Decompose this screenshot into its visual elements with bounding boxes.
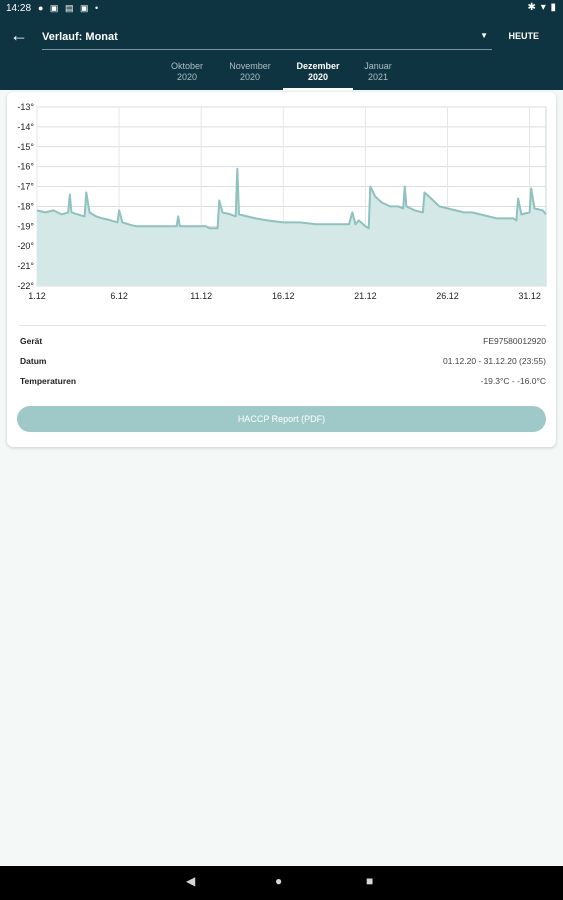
detail-row-device: Gerät FE97580012920 (20, 334, 546, 348)
tab-year: 2021 (367, 72, 389, 82)
tab-januar-2021[interactable]: Januar 2021 (343, 61, 413, 89)
tab-month: Januar (364, 61, 392, 71)
period-selector-label: Verlauf: Monat (42, 31, 118, 43)
y-tick-label: -20° (17, 241, 34, 251)
detail-row-date: Datum 01.12.20 - 31.12.20 (23:55) (20, 354, 546, 368)
system-nav-bar: ◀ ● ■ (0, 866, 563, 900)
detail-key: Datum (20, 356, 47, 366)
notification-icons: ● ▣ ▤ ▣ • (38, 3, 101, 13)
detail-value: 01.12.20 - 31.12.20 (23:55) (442, 356, 546, 366)
x-tick-label: 21.12 (354, 291, 377, 301)
y-tick-label: -15° (17, 142, 34, 152)
tab-year: 2020 (239, 72, 261, 82)
system-status-icons: ✱ ▾ ▮ (527, 2, 557, 13)
detail-key: Gerät (20, 336, 43, 346)
app-bar: ← Verlauf: Monat ▼ HEUTE Oktober 2020 No… (0, 17, 563, 90)
history-card: -13° -14° -15° -16° -17° -18° -19° -20° -21° -22°… (7, 92, 556, 447)
haccp-report-button[interactable]: HACCP Report (PDF) (17, 406, 546, 432)
tab-month: Dezember (296, 61, 340, 71)
y-tick-label: -16° (17, 162, 34, 172)
x-tick-label: 1.12 (28, 291, 46, 301)
x-tick-label: 26.12 (436, 291, 459, 301)
status-bar: 14:28 ● ▣ ▤ ▣ • ✱ ▾ ▮ (0, 0, 563, 17)
period-selector[interactable]: Verlauf: Monat ▼ (42, 27, 492, 50)
tab-oktober-2020[interactable]: Oktober 2020 (152, 61, 222, 89)
y-tick-label: -22° (17, 281, 34, 291)
divider (19, 325, 546, 326)
x-tick-label: 16.12 (272, 291, 295, 301)
detail-row-temperatures: Temperaturen -19.3°C - -16.0°C (20, 374, 546, 388)
detail-value: FE97580012920 (483, 336, 546, 346)
series-line (36, 167, 547, 230)
tab-year: 2020 (307, 72, 329, 82)
nav-recents-icon[interactable]: ■ (366, 874, 374, 888)
detail-key: Temperaturen (20, 376, 77, 386)
y-tick-label: -18° (17, 201, 34, 211)
y-tick-label: -17° (17, 182, 34, 192)
tab-year: 2020 (176, 72, 198, 82)
series-area (37, 168, 546, 286)
temperature-chart: -13° -14° -15° -16° -17° -18° -19° -20° -21° -22°… (17, 102, 547, 301)
y-tick-label: -14° (17, 122, 34, 132)
back-arrow-icon[interactable]: ← (10, 25, 28, 45)
tab-month: November (229, 61, 271, 71)
tab-dezember-2020[interactable]: Dezember 2020 (283, 61, 353, 90)
clock: 14:28 (6, 3, 32, 14)
y-tick-label: -21° (17, 261, 34, 271)
x-tick-label: 6.12 (110, 291, 128, 301)
dropdown-caret-icon: ▼ (480, 31, 488, 40)
nav-home-icon[interactable]: ● (275, 874, 283, 888)
nav-back-icon[interactable]: ◀ (186, 874, 196, 888)
y-tick-label: -13° (17, 102, 34, 112)
x-tick-label: 31.12 (518, 291, 541, 301)
tab-november-2020[interactable]: November 2020 (215, 61, 285, 89)
x-tick-label: 11.12 (190, 291, 212, 301)
tab-month: Oktober (170, 61, 203, 71)
today-button[interactable]: HEUTE (508, 31, 539, 41)
y-tick-label: -19° (17, 221, 34, 231)
detail-value: -19.3°C - -16.0°C (480, 376, 546, 386)
